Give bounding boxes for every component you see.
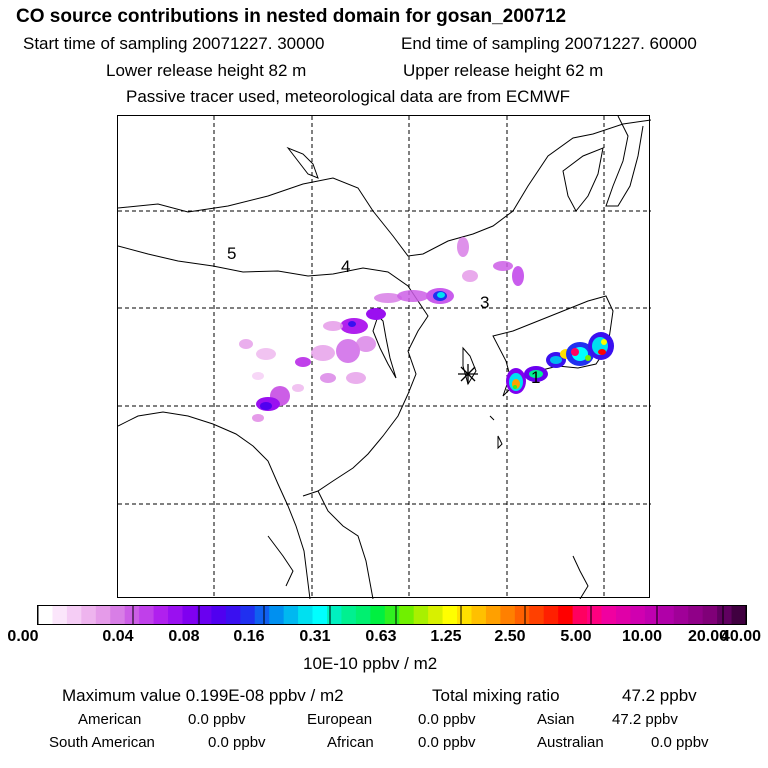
start-time-label: Start time of sampling 20071227. 30000 xyxy=(23,34,325,53)
total-mixing-label: Total mixing ratio xyxy=(432,686,560,705)
tick-label: 20.00 xyxy=(687,628,729,645)
source-value-european: 0.0 ppbv xyxy=(418,711,476,728)
colorbar-swatch xyxy=(38,606,53,624)
colorbar-swatch xyxy=(673,606,689,624)
map-title: CO source contributions in nested domain… xyxy=(16,6,567,27)
source-name-african: African xyxy=(327,734,374,751)
colorbar-swatch xyxy=(66,606,82,624)
colorbar-swatch xyxy=(312,606,328,624)
colorbar-swatch xyxy=(485,606,501,624)
region-label-1: 1 xyxy=(531,368,540,387)
colorbar-swatch xyxy=(529,606,545,624)
colorbar-swatch xyxy=(558,606,574,624)
colorbar-swatch xyxy=(110,606,126,624)
colorbar-swatch xyxy=(355,606,371,624)
tick-label: 2.50 xyxy=(494,628,526,645)
concentration-plume xyxy=(239,237,614,422)
colorbar-swatch xyxy=(457,606,472,624)
source-name-south-american: South American xyxy=(49,734,155,751)
colorbar-swatch xyxy=(587,606,603,624)
colorbar-swatch xyxy=(688,606,704,624)
source-value-african: 0.0 ppbv xyxy=(418,734,476,751)
tick-label: 0.63 xyxy=(365,628,397,645)
colorbar-swatch xyxy=(168,606,183,624)
maximum-value-label: Maximum value 0.199E-08 ppbv / m2 xyxy=(62,686,344,705)
region-label-3: 3 xyxy=(480,293,489,312)
tick-label: 10.00 xyxy=(621,628,663,645)
colorbar-swatch xyxy=(399,606,415,624)
tick-label: 1.25 xyxy=(430,628,462,645)
source-value-asian: 47.2 ppbv xyxy=(612,711,678,728)
colorbar-swatch xyxy=(731,606,746,624)
receptor-marker-icon xyxy=(458,364,478,384)
colorbar-swatch xyxy=(413,606,429,624)
colorbar-swatch xyxy=(601,606,617,624)
colorbar-swatch xyxy=(269,606,285,624)
colorbar-swatch xyxy=(370,606,386,624)
colorbar-swatch xyxy=(442,606,458,624)
colorbar-swatch xyxy=(428,606,444,624)
colorbar-swatch xyxy=(196,606,212,624)
source-value-australian: 0.0 ppbv xyxy=(651,734,709,751)
colorbar-swatch xyxy=(124,606,140,624)
source-name-asian: Asian xyxy=(537,711,575,728)
colorbar-swatch xyxy=(326,606,342,624)
colorbar-swatch xyxy=(254,606,270,624)
colorbar-swatch xyxy=(139,606,155,624)
colorbar-swatch xyxy=(644,606,660,624)
source-value-american: 0.0 ppbv xyxy=(188,711,246,728)
colorbar-swatch xyxy=(514,606,530,624)
colorbar-swatch xyxy=(52,606,68,624)
source-name-american: American xyxy=(78,711,142,728)
colorbar-swatch xyxy=(341,606,357,624)
colorbar-swatch xyxy=(283,606,299,624)
colorbar-swatch xyxy=(630,606,646,624)
region-label-4: 4 xyxy=(341,257,350,276)
colorbar-swatch xyxy=(384,606,400,624)
colorbar-swatch xyxy=(81,606,97,624)
region-label-5: 5 xyxy=(227,244,236,263)
source-name-australian: Australian xyxy=(537,734,604,751)
lower-release-label: Lower release height 82 m xyxy=(106,61,307,80)
tick-label: 0.08 xyxy=(168,628,200,645)
end-time-label: End time of sampling 20071227. 60000 xyxy=(401,34,697,53)
source-value-south-american: 0.0 ppbv xyxy=(208,734,266,751)
source-name-european: European xyxy=(307,711,373,728)
map-canvas: 5 4 3 1 xyxy=(118,116,651,599)
colorbar-swatch xyxy=(572,606,588,624)
tick-label: 0.00 xyxy=(7,628,39,645)
tracer-note: Passive tracer used, meteorological data… xyxy=(126,87,571,106)
colorbar-swatch xyxy=(225,606,241,624)
tick-label: 0.04 xyxy=(102,628,134,645)
colorbar-swatch xyxy=(702,606,718,624)
tick-label: 0.31 xyxy=(299,628,331,645)
colorbar-ticks: 0.00 0.04 0.08 0.16 0.31 0.63 1.25 2.50 … xyxy=(0,628,768,650)
colorbar-swatch xyxy=(95,606,111,624)
colorbar-swatch xyxy=(615,606,631,624)
colorbar-swatch xyxy=(500,606,516,624)
colorbar-swatch xyxy=(659,606,675,624)
colorbar xyxy=(37,605,747,625)
map-panel: 5 4 3 1 xyxy=(117,115,651,599)
total-mixing-value: 47.2 ppbv xyxy=(622,686,697,705)
tick-label: 5.00 xyxy=(560,628,592,645)
colorbar-swatch xyxy=(298,606,314,624)
upper-release-label: Upper release height 62 m xyxy=(403,61,604,80)
colorbar-swatch xyxy=(240,606,256,624)
colorbar-swatches xyxy=(38,606,746,624)
colorbar-swatch xyxy=(471,606,487,624)
colorbar-swatch xyxy=(717,606,733,624)
coastlines-borders xyxy=(118,116,651,599)
colorbar-unit: 10E-10 ppbv / m2 xyxy=(303,654,438,673)
colorbar-swatch xyxy=(543,606,559,624)
tick-label: 0.16 xyxy=(233,628,265,645)
colorbar-swatch xyxy=(153,606,169,624)
colorbar-swatch xyxy=(211,606,227,624)
colorbar-swatch xyxy=(182,606,198,624)
tick-label: 40.00 xyxy=(720,628,762,645)
